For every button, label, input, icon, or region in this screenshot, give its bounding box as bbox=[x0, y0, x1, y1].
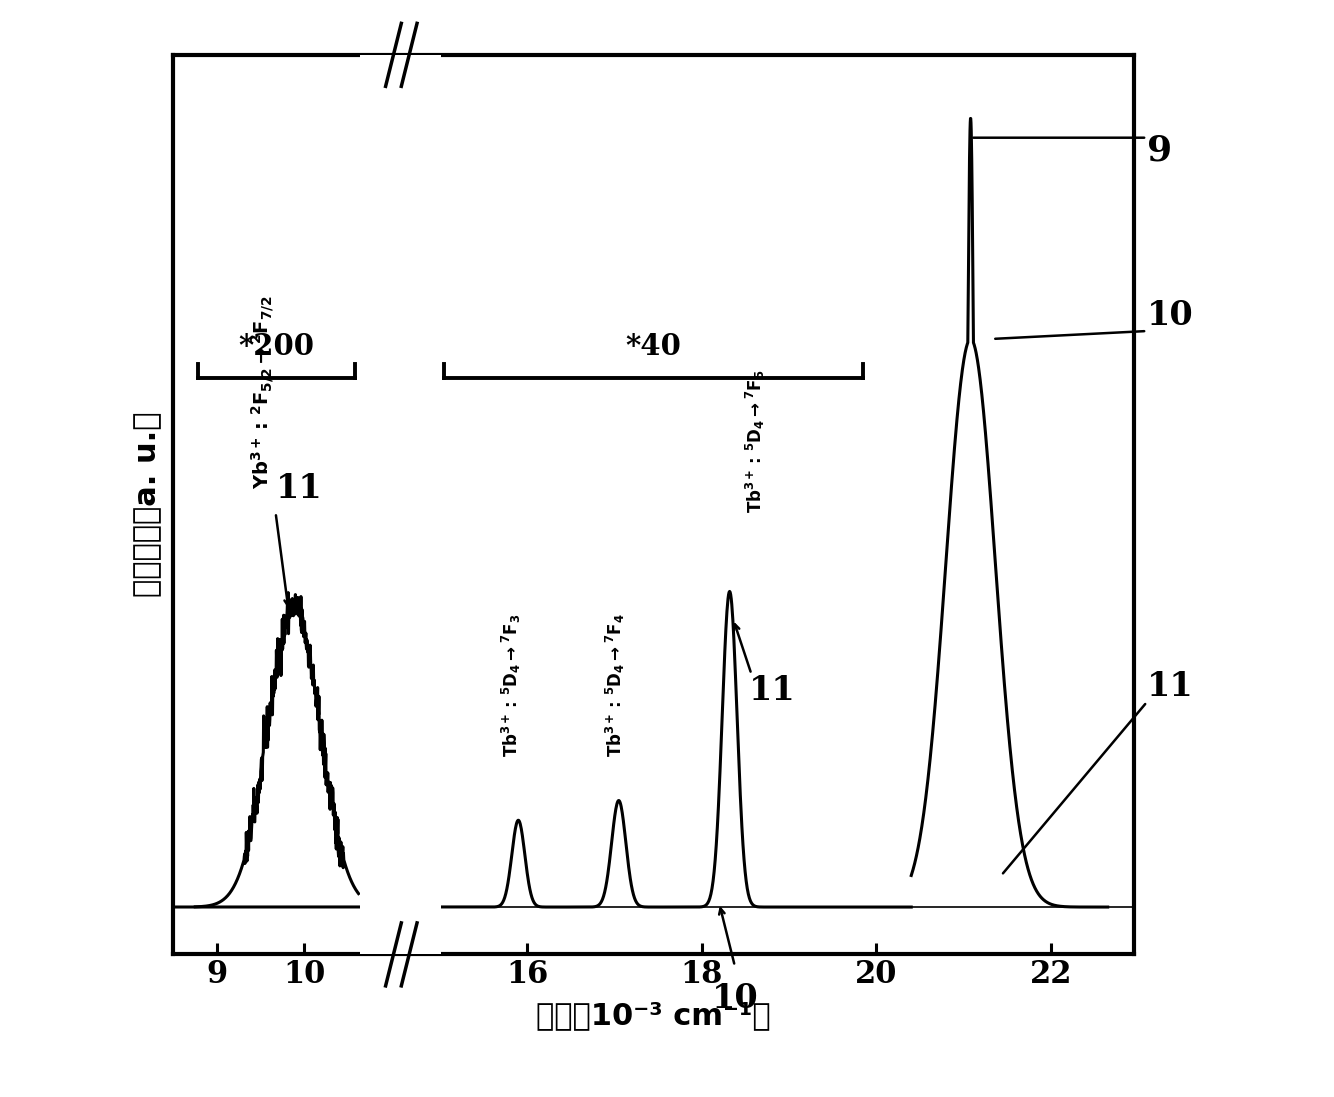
Text: 9: 9 bbox=[1147, 134, 1173, 168]
Text: *40: *40 bbox=[626, 332, 682, 361]
Text: 10: 10 bbox=[1147, 298, 1194, 331]
Text: $\mathbf{Tb^{3+}{:}\,^{5}D_{4}{\rightarrow}^{7}F_{4}}$: $\mathbf{Tb^{3+}{:}\,^{5}D_{4}{\rightarr… bbox=[604, 613, 627, 757]
Y-axis label: 相对强度（a. u.）: 相对强度（a. u.） bbox=[133, 411, 163, 598]
Text: $\mathbf{Tb^{3+}{:}\,^{5}D_{4}{\rightarrow}^{7}F_{3}}$: $\mathbf{Tb^{3+}{:}\,^{5}D_{4}{\rightarr… bbox=[500, 614, 523, 757]
Text: $\mathbf{Tb^{3+}{:}\,^{5}D_{4}{\rightarrow}^{7}F_{5}}$: $\mathbf{Tb^{3+}{:}\,^{5}D_{4}{\rightarr… bbox=[744, 369, 767, 512]
Text: 11: 11 bbox=[748, 675, 795, 708]
Text: 11: 11 bbox=[1147, 669, 1194, 702]
Text: 10: 10 bbox=[711, 982, 758, 1015]
Text: *200: *200 bbox=[239, 332, 315, 361]
Text: $\mathbf{Yb^{3+}{:}\,^{2}F_{5/2}{\rightarrow}^{2}F_{7/2}}$: $\mathbf{Yb^{3+}{:}\,^{2}F_{5/2}{\righta… bbox=[249, 295, 276, 489]
Text: 11: 11 bbox=[276, 472, 323, 505]
Bar bbox=[360, 47, 440, 962]
X-axis label: 波数（10⁻³ cm⁻¹）: 波数（10⁻³ cm⁻¹） bbox=[536, 1002, 771, 1030]
